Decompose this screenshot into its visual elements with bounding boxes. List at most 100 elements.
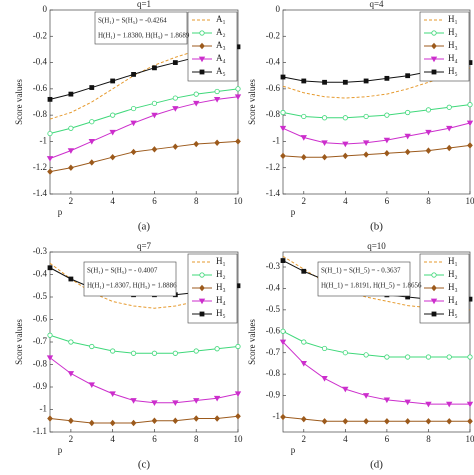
marker (467, 102, 473, 108)
marker (362, 393, 370, 399)
marker (109, 391, 116, 397)
y-tick-label: -0.8 (33, 109, 48, 119)
y-label: Score values (247, 319, 257, 365)
marker (199, 42, 205, 50)
marker (431, 42, 437, 50)
marker (279, 339, 287, 346)
x-tick-label: 2 (69, 196, 74, 206)
legend-label: H₅ (448, 66, 458, 76)
marker (130, 398, 137, 404)
y-tick-label: -0.4 (33, 269, 48, 279)
marker (466, 401, 474, 408)
marker (151, 417, 158, 424)
marker (214, 88, 220, 95)
marker (199, 272, 205, 278)
marker (466, 120, 474, 127)
marker (68, 339, 74, 345)
marker (321, 153, 328, 161)
legend-label: H₁ (448, 256, 458, 266)
y-tick-label: -0.6 (266, 325, 281, 335)
marker (213, 96, 221, 103)
marker (425, 354, 432, 360)
marker (193, 348, 199, 354)
marker (214, 346, 220, 352)
x-tick-label: 4 (343, 434, 348, 444)
marker (193, 100, 200, 107)
series-line (282, 341, 470, 405)
marker (199, 69, 205, 75)
marker (280, 109, 286, 116)
marker (47, 415, 53, 422)
marker (193, 91, 199, 97)
marker (193, 140, 200, 148)
y-tick-label: -1 (40, 135, 48, 145)
marker (130, 419, 137, 427)
marker (47, 130, 53, 137)
legend-label: A₃ (216, 40, 226, 50)
y-tick-label: -1.4 (33, 188, 48, 198)
marker (301, 339, 307, 345)
marker (193, 415, 200, 422)
marker (430, 56, 438, 63)
marker (342, 141, 349, 148)
marker (89, 85, 95, 90)
marker (342, 350, 348, 356)
marker (235, 413, 241, 420)
marker (301, 268, 307, 274)
marker (384, 150, 390, 157)
marker (363, 352, 369, 358)
series-line (49, 96, 239, 159)
marker (405, 354, 411, 360)
marker (425, 418, 432, 425)
marker (404, 399, 411, 406)
marker (46, 355, 54, 361)
y-tick-label: -0.2 (266, 30, 280, 40)
y-tick-label: 0 (276, 4, 281, 14)
series-line (49, 415, 239, 424)
marker (404, 418, 411, 425)
marker (280, 413, 286, 421)
x-tick-label: 8 (426, 434, 431, 444)
marker (151, 112, 158, 119)
subplot: 0 -0.2 -0.4 -0.6 -0.8 -1 -1.2 -1.4 2 4 6 8 10 q=4 p Sco… (247, 0, 474, 233)
marker (363, 78, 369, 84)
legend-label: H₄ (448, 53, 458, 63)
series-line (49, 41, 239, 120)
y-tick-label: -1.1 (33, 426, 47, 436)
y-tick-label: -0.8 (266, 109, 281, 119)
marker (214, 415, 220, 422)
marker (88, 382, 95, 388)
marker (322, 79, 327, 85)
y-tick-label: -0.8 (266, 368, 281, 378)
marker (280, 152, 286, 160)
marker (109, 419, 116, 427)
annotation-box (83, 261, 177, 297)
legend-label: H₅ (448, 308, 458, 318)
marker (446, 125, 453, 132)
x-tick-label: 6 (385, 196, 390, 206)
marker (88, 419, 95, 427)
marker (234, 391, 242, 397)
x-label: p (291, 207, 296, 217)
legend-label: H₄ (448, 295, 458, 305)
marker (130, 350, 137, 356)
series-line (49, 334, 239, 354)
x-tick-label: 10 (234, 434, 244, 444)
subplot: 0 -0.2 -0.4 -0.6 -0.8 -1 -1.2 -1.4 2 4 6 8 10 q=1 p Sco… (14, 0, 243, 233)
caption: (d) (370, 459, 383, 471)
marker (280, 258, 286, 263)
marker (151, 100, 158, 106)
annotation: H(H_1) = 1.8191, H(H_5) = 1.8656 (321, 282, 422, 290)
marker (130, 105, 137, 112)
y-tick-label: -0.4 (266, 282, 281, 292)
legend-label: H₄ (216, 295, 226, 305)
y-tick-label: -0.6 (33, 83, 48, 93)
marker (384, 354, 390, 360)
y-tick-label: -0.9 (33, 381, 48, 391)
marker (404, 148, 411, 156)
marker (431, 69, 437, 75)
x-label: p (58, 207, 63, 217)
marker (280, 328, 286, 334)
legend-label: H₂ (448, 269, 458, 279)
